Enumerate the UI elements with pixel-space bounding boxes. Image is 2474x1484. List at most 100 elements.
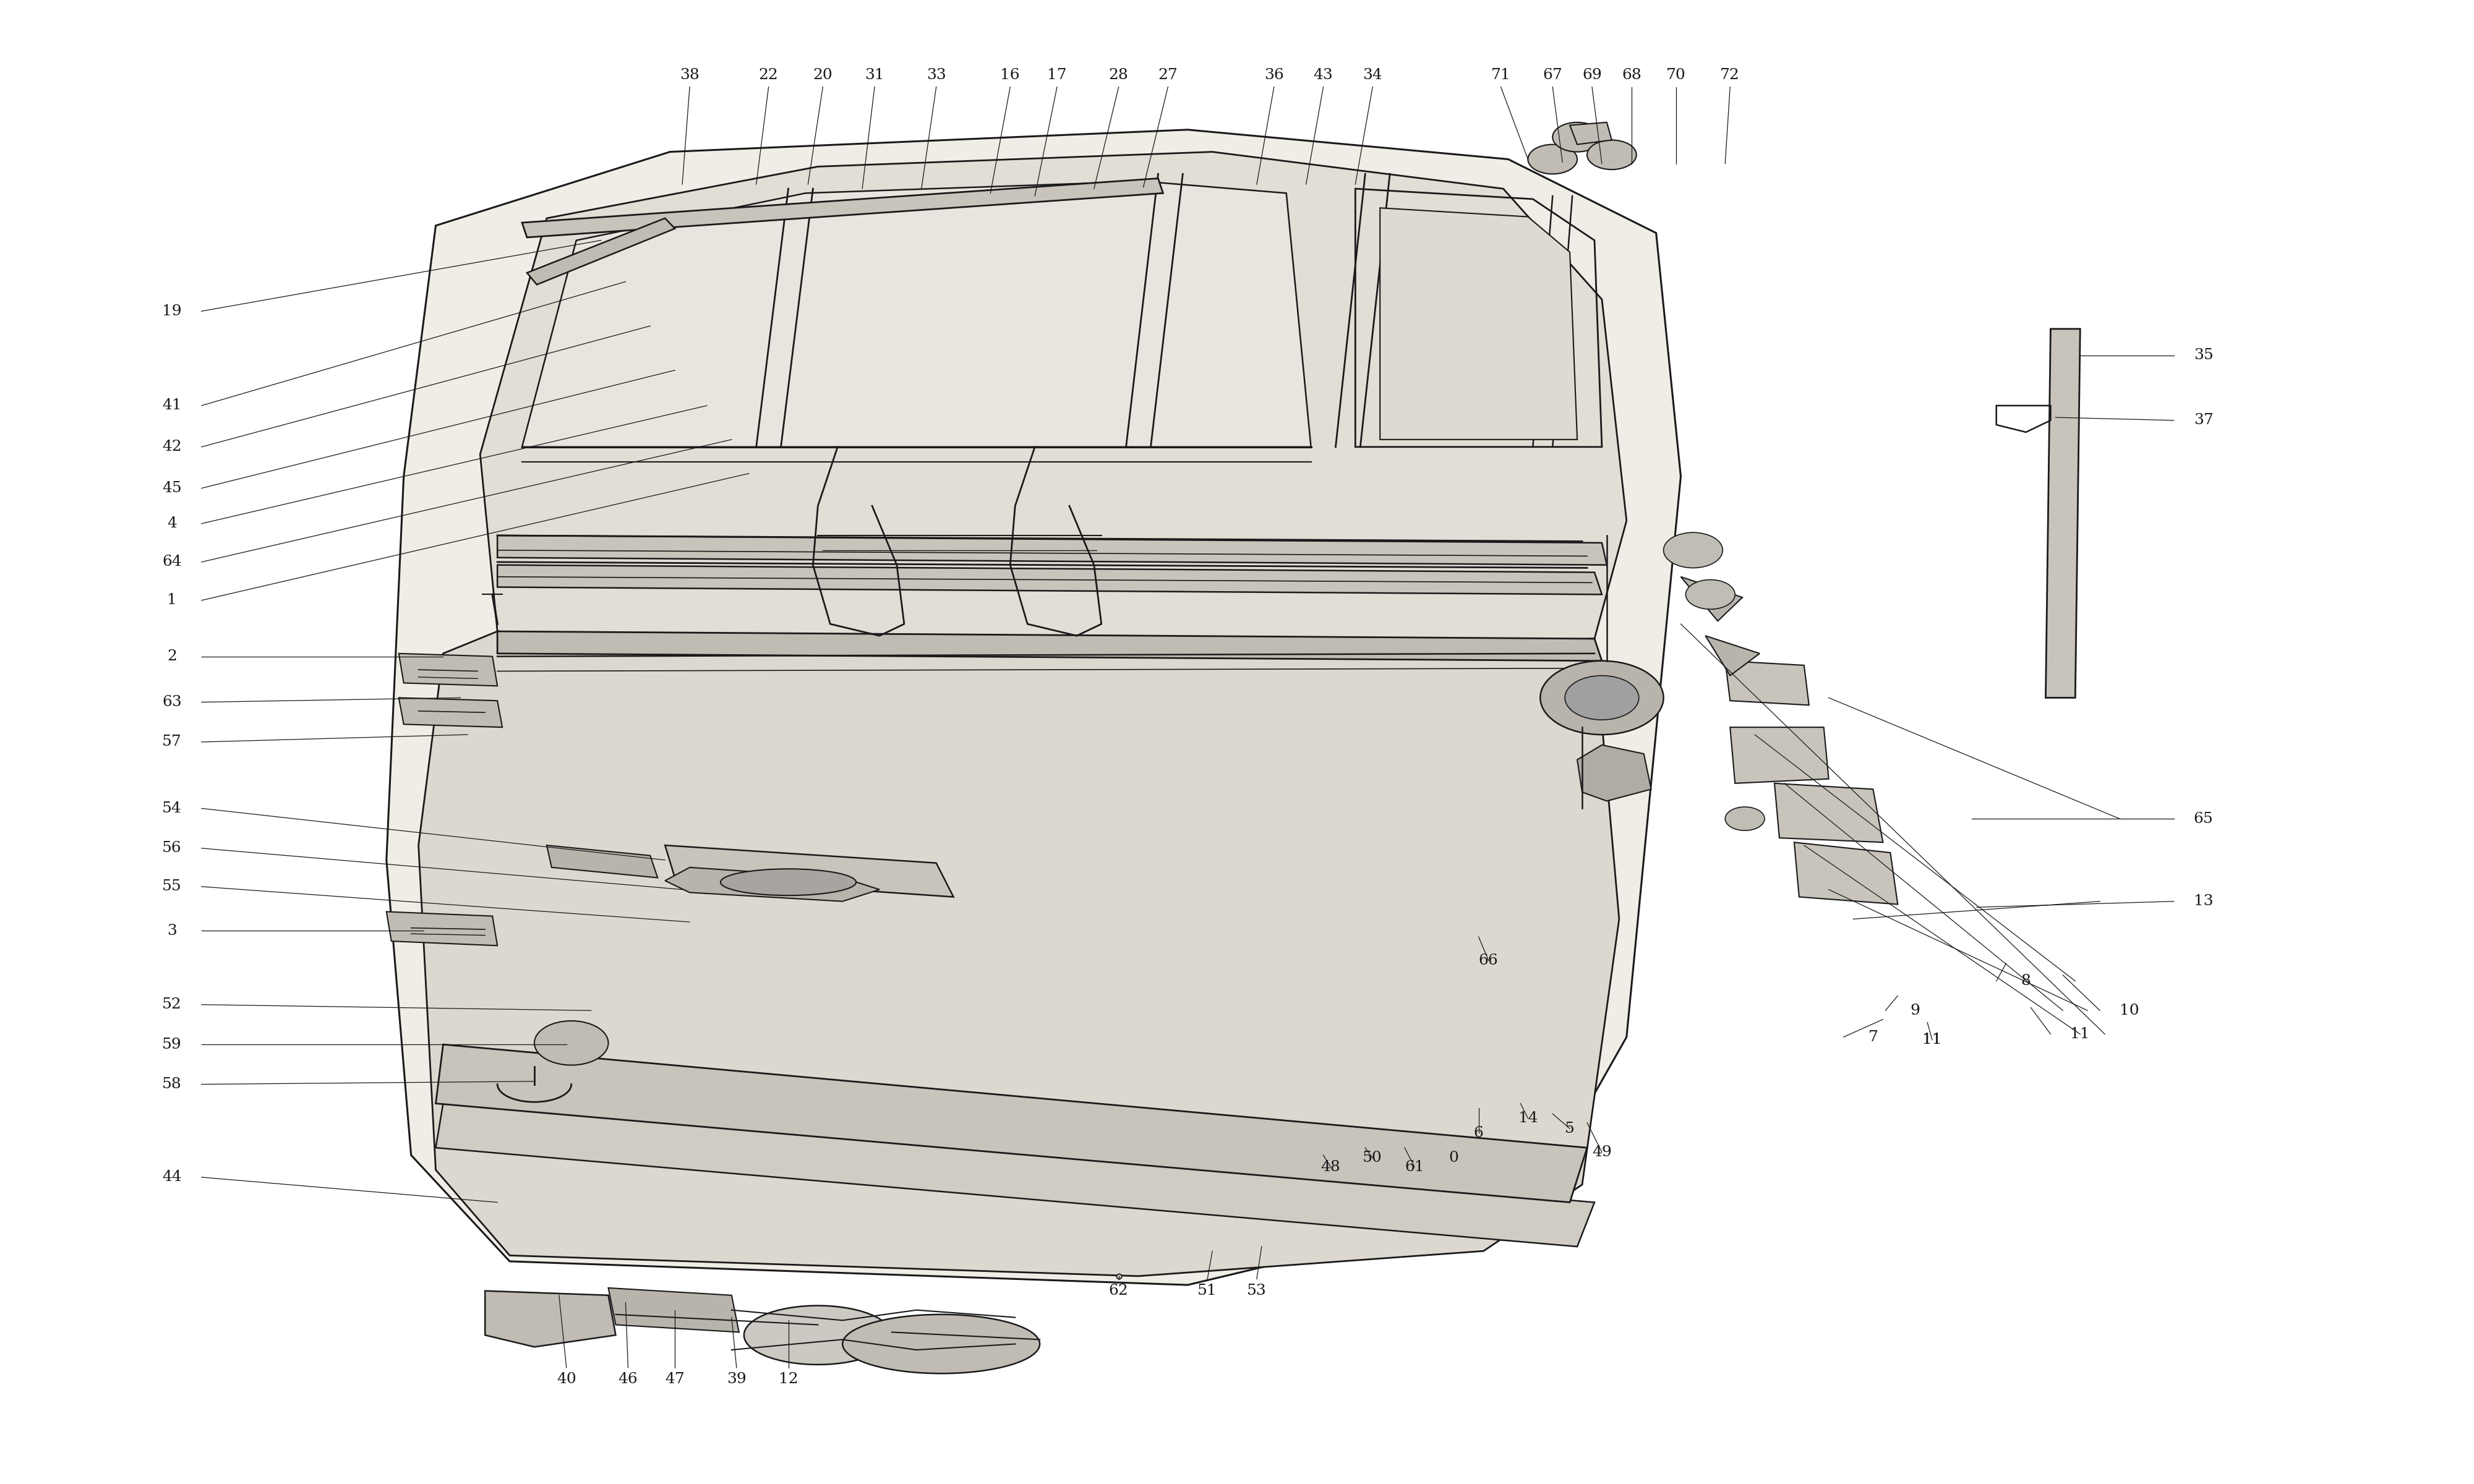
Point [1376, 605, 1415, 629]
Point [571, 754, 611, 778]
Point [896, 938, 935, 962]
Point [1024, 659, 1064, 683]
Point [747, 372, 787, 396]
Point [735, 188, 774, 212]
Point [1376, 1165, 1415, 1189]
Point [1363, 1158, 1403, 1181]
Point [945, 272, 985, 295]
Point [658, 1143, 698, 1166]
Point [1304, 240, 1343, 264]
Point [750, 393, 789, 417]
Point [883, 770, 923, 794]
Point [1400, 413, 1440, 436]
Point [804, 1174, 844, 1198]
Point [938, 1202, 977, 1226]
Point [510, 294, 549, 318]
Point [925, 227, 965, 251]
Point [1009, 913, 1049, 936]
Point [722, 1052, 762, 1076]
Point [1227, 432, 1267, 456]
Point [725, 1153, 764, 1177]
Point [945, 828, 985, 852]
Point [720, 978, 760, 1002]
Point [891, 858, 930, 881]
Point [601, 828, 641, 852]
Point [1462, 278, 1502, 301]
Point [623, 279, 663, 303]
Point [1237, 536, 1277, 559]
Point [1818, 844, 1858, 868]
Point [495, 907, 534, 930]
Point [819, 1022, 858, 1046]
Point [732, 234, 772, 258]
Point [1445, 230, 1484, 254]
Point [1091, 234, 1131, 258]
Point [1539, 441, 1578, 464]
Point [522, 1048, 562, 1071]
Point [1155, 374, 1195, 398]
Point [559, 1226, 599, 1250]
Point [1118, 1211, 1158, 1235]
Point [1274, 160, 1314, 184]
Point [1309, 574, 1348, 598]
Point [826, 864, 866, 887]
Point [831, 867, 871, 890]
Point [1215, 795, 1254, 819]
Point [520, 956, 559, 979]
Point [1522, 304, 1561, 328]
Point [1465, 497, 1504, 521]
Point [1150, 462, 1190, 485]
Point [1348, 552, 1388, 576]
Point [789, 993, 829, 1017]
Point [816, 1183, 856, 1206]
Point [774, 414, 814, 438]
Point [1168, 199, 1207, 223]
Point [693, 662, 732, 686]
Point [596, 331, 636, 355]
Point [816, 819, 856, 843]
Point [977, 582, 1017, 605]
Point [708, 1109, 747, 1132]
Point [1499, 318, 1539, 341]
Point [1388, 435, 1427, 459]
Point [1385, 341, 1425, 365]
Point [1054, 914, 1094, 938]
Point [648, 513, 688, 537]
Point [532, 1109, 571, 1132]
Point [1012, 334, 1051, 358]
Point [633, 1097, 673, 1120]
Point [1249, 386, 1289, 410]
Point [1252, 380, 1291, 404]
Point [816, 1162, 856, 1186]
Point [666, 481, 705, 505]
Point [757, 680, 797, 703]
Point [816, 856, 856, 880]
Point [1141, 401, 1180, 424]
Point [510, 635, 549, 659]
Point [1494, 324, 1534, 347]
Point [1843, 858, 1883, 881]
Point [1249, 573, 1289, 597]
Point [863, 981, 903, 1005]
Point [547, 309, 586, 332]
Point [1267, 343, 1306, 367]
Point [960, 487, 999, 510]
Point [1497, 464, 1536, 488]
Point [653, 718, 693, 742]
Point [1482, 699, 1522, 723]
Point [569, 1074, 609, 1098]
Point [1277, 917, 1316, 941]
Point [1007, 352, 1047, 375]
Point [549, 420, 589, 444]
Point [529, 895, 569, 919]
Point [1074, 849, 1113, 873]
Point [1306, 435, 1346, 459]
Point [1215, 738, 1254, 761]
Point [997, 706, 1037, 730]
Point [618, 1160, 658, 1184]
Point [873, 411, 913, 435]
Point [554, 500, 594, 524]
Point [1108, 1189, 1148, 1212]
Point [626, 472, 666, 496]
Point [1230, 399, 1269, 423]
